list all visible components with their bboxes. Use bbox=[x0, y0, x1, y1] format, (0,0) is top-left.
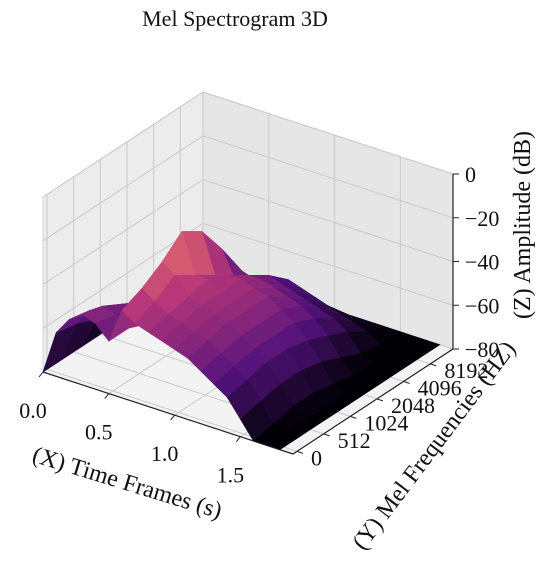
y-tick-mark-1 bbox=[323, 433, 330, 437]
x-tick-mark-2 bbox=[170, 414, 175, 421]
y-tick-label-3: 2048 bbox=[391, 393, 435, 418]
y-tick-mark-5 bbox=[430, 363, 437, 367]
y-tick-label-5: 8192 bbox=[444, 358, 488, 383]
x-tick-mark-1 bbox=[104, 393, 110, 399]
x-tick-mark-0 bbox=[38, 371, 44, 378]
y-axis-line bbox=[292, 348, 454, 455]
z-axis-label: (Z) Amplitude (dB) bbox=[510, 131, 536, 319]
z-tick-label-2: −40 bbox=[465, 250, 499, 275]
grid-line-z-0 bbox=[42, 91, 454, 198]
y-tick-label-1: 512 bbox=[338, 428, 371, 453]
x-axis-label: (X) Time Frames (s) bbox=[29, 442, 225, 524]
grid-line-z-2 bbox=[42, 178, 454, 285]
x-tick-label-1: 0.5 bbox=[85, 420, 113, 445]
grid-line-z-1 bbox=[42, 135, 454, 242]
grid-line-z-3 bbox=[42, 222, 454, 329]
x-tick-label-0: 0.0 bbox=[19, 398, 47, 423]
z-tick-label-0: 0 bbox=[465, 162, 476, 187]
x-tick-label-2: 1.0 bbox=[151, 441, 179, 466]
y-tick-label-0: 0 bbox=[311, 445, 322, 470]
x-tick-mark-3 bbox=[235, 436, 241, 443]
y-tick-mark-0 bbox=[296, 450, 304, 454]
z-tick-label-1: −20 bbox=[465, 206, 499, 231]
surface-group bbox=[42, 230, 441, 451]
z-tick-label-4: −80 bbox=[465, 337, 499, 362]
axes-group bbox=[38, 173, 459, 455]
y-tick-mark-4 bbox=[403, 380, 410, 384]
x-tick-label-3: 1.5 bbox=[217, 463, 245, 488]
x-axis-line bbox=[42, 371, 294, 455]
chart-title: Mel Spectrogram 3D bbox=[142, 6, 328, 31]
y-tick-mark-3 bbox=[376, 398, 384, 402]
y-tick-label-2: 1024 bbox=[364, 410, 408, 435]
y-tick-mark-2 bbox=[350, 415, 357, 419]
y-tick-label-4: 4096 bbox=[418, 375, 462, 400]
z-tick-label-3: −60 bbox=[465, 293, 499, 318]
